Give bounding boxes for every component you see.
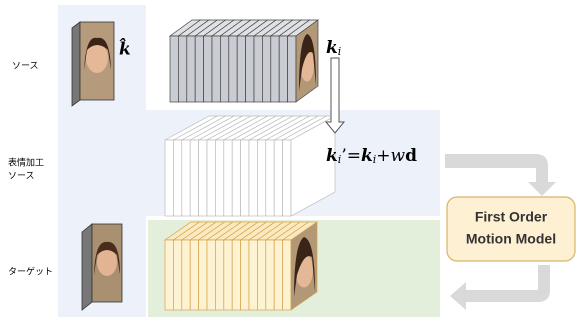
slab [165, 240, 173, 310]
subscript: i [338, 45, 342, 58]
slab [207, 240, 215, 310]
slab [178, 36, 186, 102]
slab [215, 140, 223, 216]
slab [212, 36, 220, 102]
slab [215, 240, 223, 310]
slab [165, 140, 173, 216]
slab [224, 240, 232, 310]
row-label: 表情加工 [8, 157, 44, 169]
slab [229, 36, 237, 102]
slab [207, 140, 215, 216]
slab [257, 240, 265, 310]
slab [241, 240, 249, 310]
slab [199, 240, 207, 310]
slab [199, 140, 207, 216]
model-line: Motion Model [466, 231, 556, 247]
symbol: + [376, 146, 390, 166]
slab [246, 36, 254, 102]
slab [266, 240, 274, 310]
down-arrow [326, 58, 344, 133]
slab [283, 240, 291, 310]
slab [271, 36, 279, 102]
slab [266, 140, 274, 216]
slab [241, 140, 249, 216]
slab [262, 36, 270, 102]
symbol: w [391, 146, 406, 166]
model-line: First Order [475, 209, 548, 225]
slab [274, 140, 282, 216]
symbol: k [326, 146, 338, 166]
slab [254, 36, 262, 102]
slab [224, 140, 232, 216]
slab [232, 240, 240, 310]
source-thumbnail [72, 22, 114, 106]
slab [173, 240, 181, 310]
slab [279, 36, 287, 102]
slab [173, 140, 181, 216]
row-label: ソース [8, 172, 35, 182]
slab [232, 140, 240, 216]
slab [190, 140, 198, 216]
arrow-from-model [450, 265, 550, 310]
slab [182, 240, 190, 310]
row-label: ソース [12, 62, 39, 72]
k-hat: k̂ [119, 38, 131, 59]
symbol: k [326, 38, 338, 58]
slab [187, 36, 195, 102]
slab [220, 36, 228, 102]
slab [237, 36, 245, 102]
slab [204, 36, 212, 102]
slab [283, 140, 291, 216]
symbol: ’= [341, 146, 361, 166]
stacks [165, 20, 335, 310]
slab [249, 240, 257, 310]
slab [182, 140, 190, 216]
slab [288, 36, 296, 102]
slab [170, 36, 178, 102]
slab [274, 240, 282, 310]
symbol: k [361, 146, 373, 166]
model-box [447, 197, 575, 261]
row-label: ターゲット [8, 266, 53, 278]
diagram: First Order Motion Model ソース 表情加工 ソース ター… [0, 0, 576, 320]
symbol: d [405, 146, 417, 166]
slab [195, 36, 203, 102]
k-i: ki [326, 38, 341, 59]
slab [190, 240, 198, 310]
slab [249, 140, 257, 216]
target-thumbnail [82, 224, 122, 310]
arrow-to-model [445, 154, 556, 196]
slab [257, 140, 265, 216]
